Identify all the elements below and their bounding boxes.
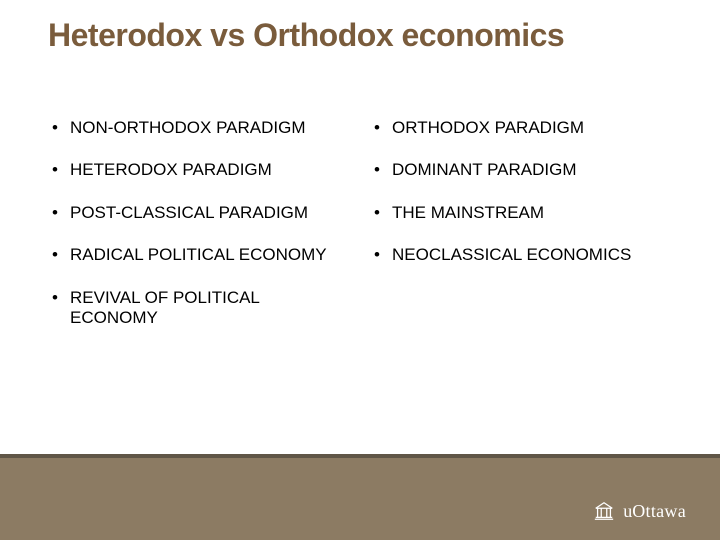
list-item: POST-CLASSICAL PARADIGM — [48, 203, 350, 223]
logo-text: uOttawa — [623, 501, 686, 522]
footer-band: uOttawa — [0, 458, 720, 540]
list-item: ORTHODOX PARADIGM — [370, 118, 672, 138]
list-item: REVIVAL OF POLITICAL ECONOMY — [48, 288, 350, 329]
list-item: DOMINANT PARADIGM — [370, 160, 672, 180]
slide-title: Heterodox vs Orthodox economics — [48, 18, 564, 53]
list-item: HETERODOX PARADIGM — [48, 160, 350, 180]
left-list: NON-ORTHODOX PARADIGM HETERODOX PARADIGM… — [48, 118, 350, 328]
right-column: ORTHODOX PARADIGM DOMINANT PARADIGM THE … — [370, 118, 672, 350]
logo-prefix: u — [623, 501, 632, 521]
slide: Heterodox vs Orthodox economics NON-ORTH… — [0, 0, 720, 540]
list-item: THE MAINSTREAM — [370, 203, 672, 223]
content-area: NON-ORTHODOX PARADIGM HETERODOX PARADIGM… — [48, 118, 672, 350]
list-item: NON-ORTHODOX PARADIGM — [48, 118, 350, 138]
left-column: NON-ORTHODOX PARADIGM HETERODOX PARADIGM… — [48, 118, 350, 350]
university-logo: uOttawa — [593, 500, 686, 522]
logo-name: Ottawa — [632, 501, 686, 521]
list-item: NEOCLASSICAL ECONOMICS — [370, 245, 672, 265]
list-item: RADICAL POLITICAL ECONOMY — [48, 245, 350, 265]
right-list: ORTHODOX PARADIGM DOMINANT PARADIGM THE … — [370, 118, 672, 266]
building-icon — [593, 500, 615, 522]
